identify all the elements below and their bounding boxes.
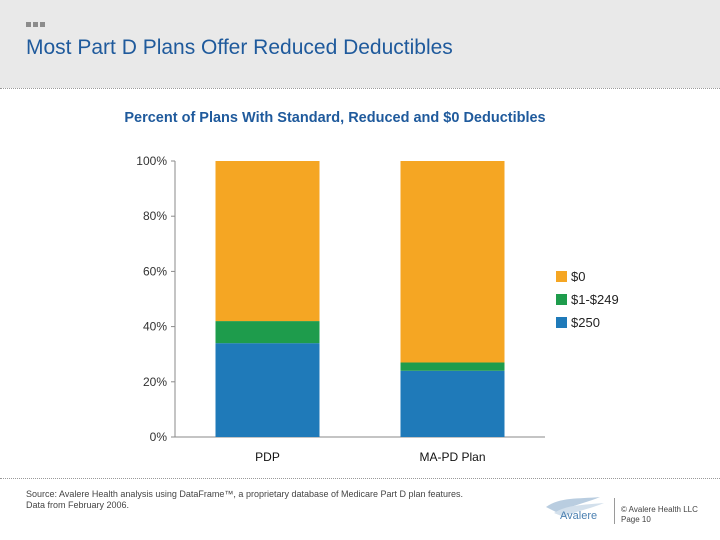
y-tick-label: 60% xyxy=(143,264,167,278)
header-divider xyxy=(0,88,720,89)
source-note: Source: Avalere Health analysis using Da… xyxy=(26,489,546,511)
y-tick-label: 80% xyxy=(143,209,167,223)
bar-segment xyxy=(400,161,505,363)
bar-segment xyxy=(215,321,320,344)
bar-segment xyxy=(215,343,320,437)
y-tick-label: 0% xyxy=(150,430,168,444)
legend-swatch xyxy=(556,294,567,305)
stacked-bar-chart: 0% 20% 40% 60% 80% 100% PDP MA-PD Plan $0 $1-$249… xyxy=(136,154,619,464)
copyright-block: © Avalere Health LLC Page 10 xyxy=(621,505,698,525)
bar-segment xyxy=(400,362,505,371)
bar-segment xyxy=(215,161,320,322)
bar-segment xyxy=(400,370,505,437)
logo-text: Avalere xyxy=(560,510,598,522)
copyright-text: © Avalere Health LLC xyxy=(621,505,698,514)
footer-separator xyxy=(614,498,615,524)
legend-label: $0 xyxy=(571,269,585,284)
header-bar xyxy=(0,0,720,88)
y-tick-label: 100% xyxy=(136,154,167,168)
legend-swatch xyxy=(556,317,567,328)
source-line-2: Data from February 2006. xyxy=(26,500,130,510)
legend-swatch xyxy=(556,271,567,282)
avalere-logo-icon xyxy=(546,497,604,517)
footer-divider xyxy=(0,478,720,479)
legend-label: $250 xyxy=(571,315,600,330)
source-line-1: Source: Avalere Health analysis using Da… xyxy=(26,489,464,499)
x-tick-label: PDP xyxy=(255,450,280,464)
header-dots-icon xyxy=(26,22,45,27)
x-tick-label: MA-PD Plan xyxy=(419,450,485,464)
y-tick-label: 20% xyxy=(143,375,167,389)
page-number: Page 10 xyxy=(621,515,651,524)
y-tick-label: 40% xyxy=(143,320,167,334)
chart-title: Percent of Plans With Standard, Reduced … xyxy=(124,110,546,126)
legend-label: $1-$249 xyxy=(571,292,619,307)
slide-title: Most Part D Plans Offer Reduced Deductib… xyxy=(26,36,453,59)
